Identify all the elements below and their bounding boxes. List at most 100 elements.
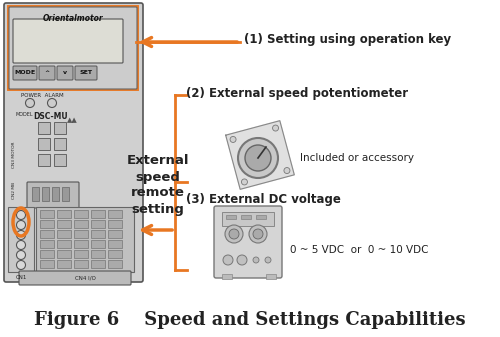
Bar [74, 220, 88, 228]
Bar [91, 230, 105, 238]
Circle shape [253, 257, 259, 263]
Bar [9, 7, 137, 89]
Bar [52, 187, 59, 201]
Bar [74, 260, 88, 268]
Bar [91, 240, 105, 248]
Bar [57, 230, 71, 238]
Text: Included or accessory: Included or accessory [300, 153, 414, 163]
Circle shape [48, 98, 56, 108]
Text: MODEL: MODEL [16, 112, 34, 117]
Bar [57, 220, 71, 228]
FancyBboxPatch shape [9, 7, 137, 89]
FancyBboxPatch shape [39, 66, 55, 80]
Text: ^: ^ [44, 70, 50, 75]
Text: MODE: MODE [14, 70, 36, 75]
Bar [222, 212, 274, 226]
Text: Figure 6    Speed and Settings Capabilities: Figure 6 Speed and Settings Capabilities [34, 311, 466, 329]
Bar [57, 250, 71, 258]
Text: (3) External DC voltage: (3) External DC voltage [186, 193, 341, 207]
Circle shape [237, 255, 247, 265]
Bar [91, 250, 105, 258]
Bar [36, 207, 134, 272]
Bar [74, 230, 88, 238]
FancyBboxPatch shape [57, 66, 73, 80]
Bar [222, 274, 232, 279]
Bar [74, 250, 88, 258]
Text: External
speed
remote
setting: External speed remote setting [127, 154, 189, 215]
Bar [54, 122, 66, 134]
FancyBboxPatch shape [4, 3, 143, 282]
FancyBboxPatch shape [13, 66, 37, 80]
Text: DSC-MU: DSC-MU [33, 112, 68, 121]
Bar [108, 250, 122, 258]
Bar [266, 274, 276, 279]
FancyBboxPatch shape [214, 206, 282, 278]
Bar [38, 122, 50, 134]
Bar [108, 230, 122, 238]
Bar [54, 138, 66, 150]
Circle shape [16, 241, 26, 249]
Bar [108, 260, 122, 268]
Bar [40, 240, 54, 248]
Circle shape [284, 167, 290, 174]
Circle shape [230, 136, 236, 143]
Text: SET: SET [80, 70, 92, 75]
Bar [38, 138, 50, 150]
Text: CN3 MOTOR: CN3 MOTOR [12, 142, 16, 168]
Text: CN1: CN1 [16, 275, 26, 280]
Bar [40, 210, 54, 218]
Text: CN4 I/O: CN4 I/O [74, 275, 96, 280]
Circle shape [238, 138, 278, 178]
Bar [91, 220, 105, 228]
Circle shape [242, 179, 248, 185]
Bar [57, 240, 71, 248]
Bar [256, 215, 266, 219]
Circle shape [245, 145, 271, 171]
Text: (2) External speed potentiometer: (2) External speed potentiometer [186, 87, 408, 99]
Circle shape [16, 261, 26, 270]
Bar [91, 260, 105, 268]
Bar [8, 207, 34, 272]
Text: POWER  ALARM: POWER ALARM [20, 93, 64, 98]
Circle shape [16, 250, 26, 259]
Bar [38, 154, 50, 166]
Text: CN2 MB: CN2 MB [12, 181, 16, 198]
Text: (1) Setting using operation key: (1) Setting using operation key [244, 33, 451, 47]
Circle shape [225, 225, 243, 243]
Bar [226, 215, 236, 219]
Bar [108, 220, 122, 228]
Circle shape [265, 257, 271, 263]
Bar [40, 230, 54, 238]
Bar [32, 187, 39, 201]
Circle shape [16, 211, 26, 219]
Bar [108, 210, 122, 218]
Bar [40, 250, 54, 258]
FancyBboxPatch shape [19, 271, 131, 285]
Bar [91, 210, 105, 218]
FancyBboxPatch shape [75, 66, 97, 80]
Circle shape [253, 229, 263, 239]
Bar [57, 260, 71, 268]
Bar [54, 154, 66, 166]
Bar [40, 220, 54, 228]
Circle shape [16, 220, 26, 229]
Circle shape [229, 229, 239, 239]
Polygon shape [226, 121, 294, 189]
Bar [57, 210, 71, 218]
Circle shape [26, 98, 35, 108]
Bar [241, 215, 251, 219]
Circle shape [223, 255, 233, 265]
Circle shape [16, 231, 26, 240]
Text: ▲▲: ▲▲ [66, 117, 78, 123]
Text: 0 ~ 5 VDC  or  0 ~ 10 VDC: 0 ~ 5 VDC or 0 ~ 10 VDC [290, 245, 428, 255]
Bar [108, 240, 122, 248]
Circle shape [272, 125, 278, 131]
FancyBboxPatch shape [13, 19, 123, 63]
Bar [42, 187, 49, 201]
Bar [74, 210, 88, 218]
Bar [40, 260, 54, 268]
Bar [62, 187, 69, 201]
Text: Orientalmotor: Orientalmotor [42, 14, 104, 23]
Bar [74, 240, 88, 248]
Circle shape [249, 225, 267, 243]
